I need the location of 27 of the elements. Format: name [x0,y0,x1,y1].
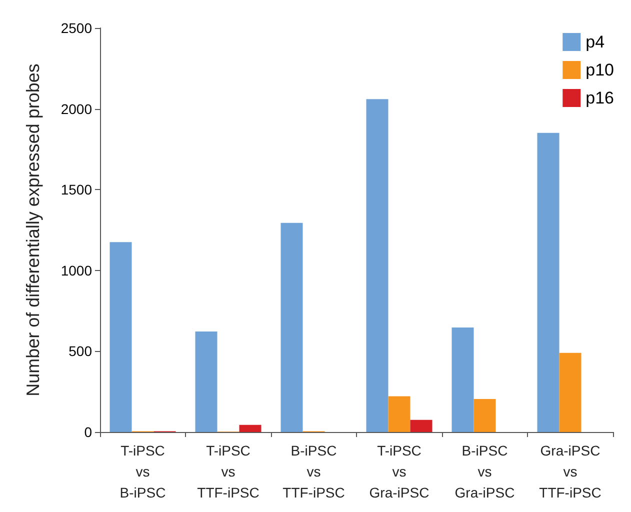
x-tick-label: T-iPSC vs TTF-iPSC [197,442,260,500]
bar [474,399,496,432]
bar [195,331,218,432]
bar [452,327,474,432]
x-tick-label: B-iPSC vs TTF-iPSC [282,442,345,500]
bar [410,420,432,432]
x-tick-label: Gra-iPSC vs TTF-iPSC [539,442,602,500]
y-tick-label: 2000 [60,100,92,117]
y-tick-label: 1000 [60,262,92,278]
bar [537,132,560,432]
legend-label: p10 [586,60,614,80]
bar [388,396,410,432]
legend-label: p16 [586,88,614,108]
bar [110,242,132,432]
y-tick-label: 2500 [60,20,92,36]
x-tick-label: T-iPSC vs B-iPSC [120,442,166,500]
x-tick-label: T-iPSC vs Gra-iPSC [369,442,430,500]
x-tick-label: B-iPSC vs Gra-iPSC [454,442,515,500]
bar [239,424,262,432]
y-tick-label: 1500 [60,182,92,198]
legend-label: p4 [586,32,605,52]
bar [280,222,303,432]
y-tick-label: 0 [84,424,92,440]
bar [559,352,582,432]
y-tick-label: 500 [68,343,92,360]
bar [366,99,388,432]
y-axis-title: Number of differentially expressed probes [23,64,43,396]
